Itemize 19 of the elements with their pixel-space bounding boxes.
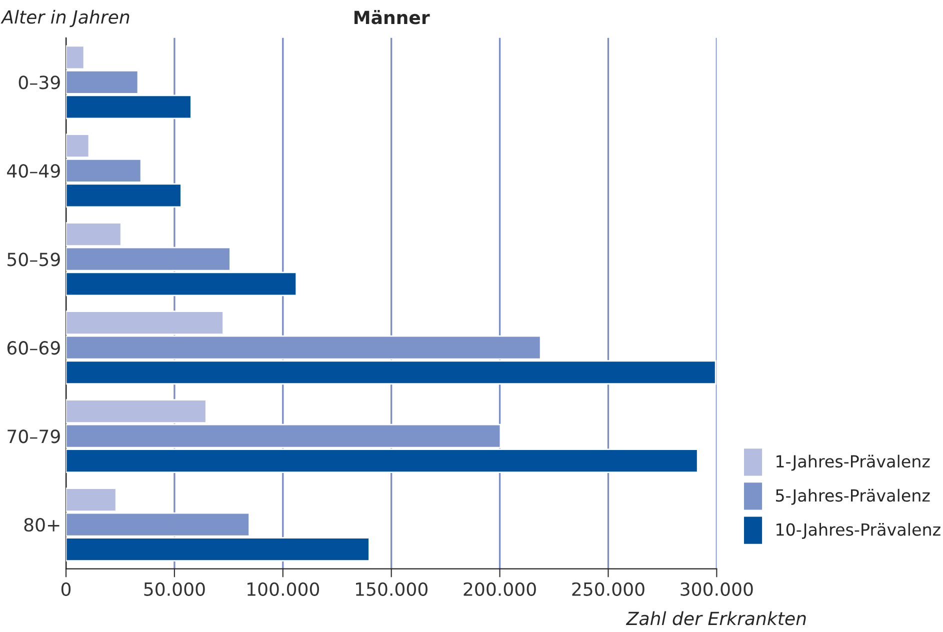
legend-label: 5-Jahres-Prävalenz — [776, 488, 930, 505]
chart-title: Männer — [354, 10, 430, 24]
y-tick-label: 40–49 — [7, 164, 60, 178]
legend-label: 10-Jahres-Prävalenz — [776, 522, 940, 539]
x-axis-title: Zahl der Erkrankten — [626, 611, 806, 626]
x-tick-label: 200.000 — [464, 582, 536, 596]
y-tick-label: 50–59 — [8, 252, 60, 266]
y-tick-label: 80+ — [24, 518, 60, 532]
legend-label: 1-Jahres-Prävalenz — [776, 454, 930, 471]
y-tick-label: 0–39 — [18, 76, 60, 90]
y-tick-label: 60–69 — [7, 341, 60, 355]
x-tick-label: 150.000 — [356, 582, 428, 596]
x-tick-label: 100.000 — [248, 582, 320, 596]
x-tick-label: 300.000 — [680, 582, 753, 596]
y-tick-label: 70–79 — [8, 430, 60, 444]
y-axis-title: Alter in Jahren — [0, 10, 130, 28]
x-tick-label: 50.000 — [144, 582, 205, 596]
x-tick-label: 250.000 — [572, 582, 644, 596]
x-tick-label: 0 — [61, 582, 71, 596]
